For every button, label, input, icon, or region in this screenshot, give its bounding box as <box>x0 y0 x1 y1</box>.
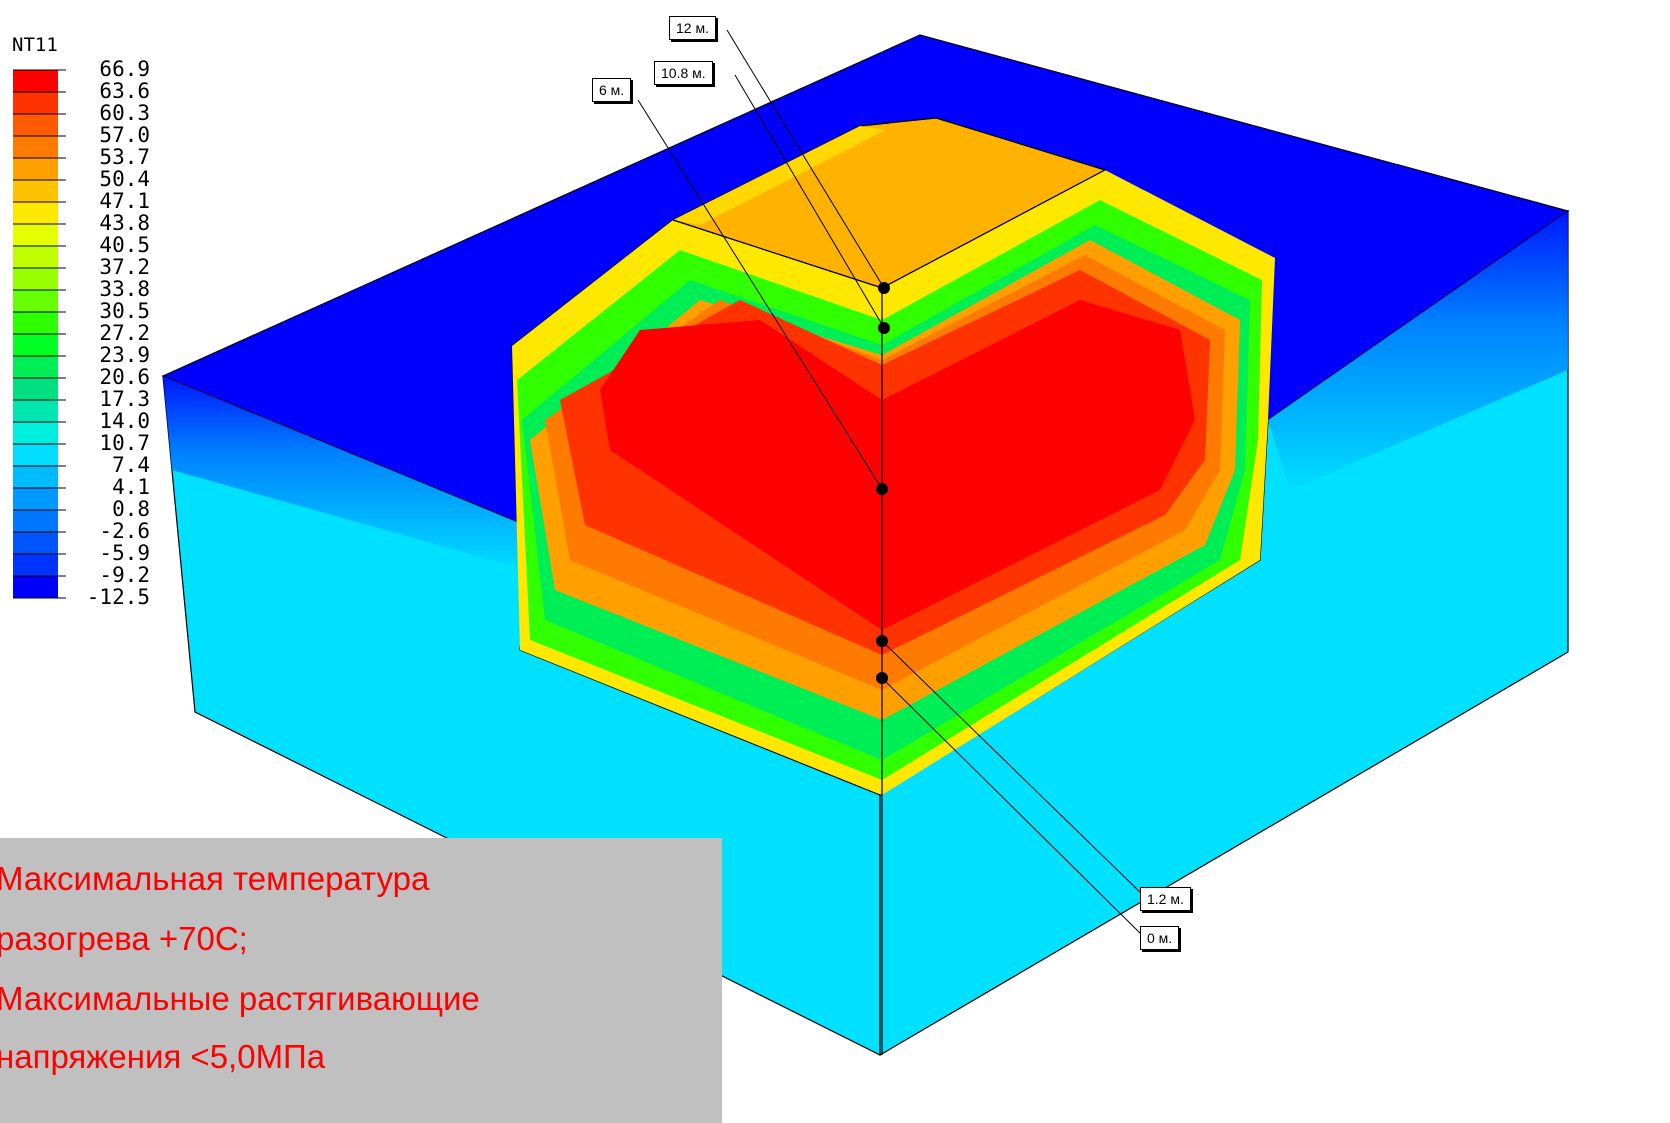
legend-swatch <box>13 466 58 488</box>
legend-value: 60.3 <box>99 101 150 125</box>
callout-10-8m: 10.8 м. <box>654 61 713 85</box>
legend-value: 37.2 <box>99 255 150 279</box>
sensor-point-1-2m <box>876 635 888 647</box>
sensor-point-10-8m <box>878 322 890 334</box>
legend-value: 33.8 <box>99 277 150 301</box>
legend-value: 27.2 <box>99 321 150 345</box>
band-red <box>600 300 1195 630</box>
legend-value: -12.5 <box>86 585 150 609</box>
legend-value: 66.9 <box>99 57 150 81</box>
sensor-point-6m <box>876 483 888 495</box>
note-line-4: напряжения <5,0МПа <box>0 1038 326 1075</box>
legend-value: 23.9 <box>99 343 150 367</box>
note-box: Максимальная температура разогрева +70С;… <box>0 838 722 1123</box>
legend-swatch <box>13 378 58 400</box>
legend-value: 57.0 <box>99 123 150 147</box>
legend-value: 43.8 <box>99 211 150 235</box>
legend-swatch <box>13 312 58 334</box>
legend-value: 20.6 <box>99 365 150 389</box>
legend-swatch <box>13 224 58 246</box>
legend-swatch <box>13 356 58 378</box>
legend-swatch <box>13 246 58 268</box>
sensor-point-12m <box>878 282 890 294</box>
legend-swatch <box>13 268 58 290</box>
edge-top-left <box>672 219 883 289</box>
legend-swatch <box>13 554 58 576</box>
legend-value: 10.7 <box>99 431 150 455</box>
legend-swatch <box>13 136 58 158</box>
legend-swatch <box>13 180 58 202</box>
legend-swatch <box>13 158 58 180</box>
legend-value: 50.4 <box>99 167 150 191</box>
legend-title: NT11 <box>12 34 58 56</box>
legend-swatch <box>13 444 58 466</box>
legend-value: 17.3 <box>99 387 150 411</box>
legend-swatch <box>13 114 58 136</box>
legend-swatch <box>13 532 58 554</box>
legend-value: 4.1 <box>112 475 150 499</box>
callout-6m: 6 м. <box>592 78 632 102</box>
sensor-points <box>876 282 890 684</box>
legend-value: -2.6 <box>99 519 150 543</box>
legend-swatch <box>13 70 58 92</box>
legend-value: 0.8 <box>112 497 150 521</box>
legend-swatch <box>13 576 58 598</box>
legend-color-bar <box>13 69 66 599</box>
sensor-point-0m <box>876 672 888 684</box>
legend-value: 53.7 <box>99 145 150 169</box>
callout-0m: 0 м. <box>1140 926 1180 950</box>
callout-1-2m: 1.2 м. <box>1140 887 1191 911</box>
legend-swatch <box>13 202 58 224</box>
legend-value: -9.2 <box>99 563 150 587</box>
soil-left-top-band <box>163 376 527 570</box>
legend-swatch <box>13 334 58 356</box>
note-line-1: Максимальная температура <box>0 860 430 897</box>
legend-value: 7.4 <box>112 453 150 477</box>
legend-swatch <box>13 400 58 422</box>
legend-value: 40.5 <box>99 233 150 257</box>
note-line-2: разогрева +70С; <box>0 920 248 957</box>
legend-swatch <box>13 510 58 532</box>
concrete-top-face-yellow <box>673 126 886 225</box>
legend-value: -5.9 <box>99 541 150 565</box>
legend-value: 47.1 <box>99 189 150 213</box>
legend-value: 63.6 <box>99 79 150 103</box>
legend-value: 14.0 <box>99 409 150 433</box>
callout-12m: 12 м. <box>669 16 716 40</box>
legend-swatch <box>13 290 58 312</box>
note-line-3: Максимальные растягивающие <box>0 980 480 1017</box>
soil-right-top-band <box>1268 211 1568 490</box>
legend-swatch <box>13 92 58 114</box>
legend-value: 30.5 <box>99 299 150 323</box>
legend-swatch <box>13 488 58 510</box>
edge-top-right <box>881 169 1106 289</box>
legend-swatch <box>13 422 58 444</box>
leader-lines <box>637 29 1144 937</box>
